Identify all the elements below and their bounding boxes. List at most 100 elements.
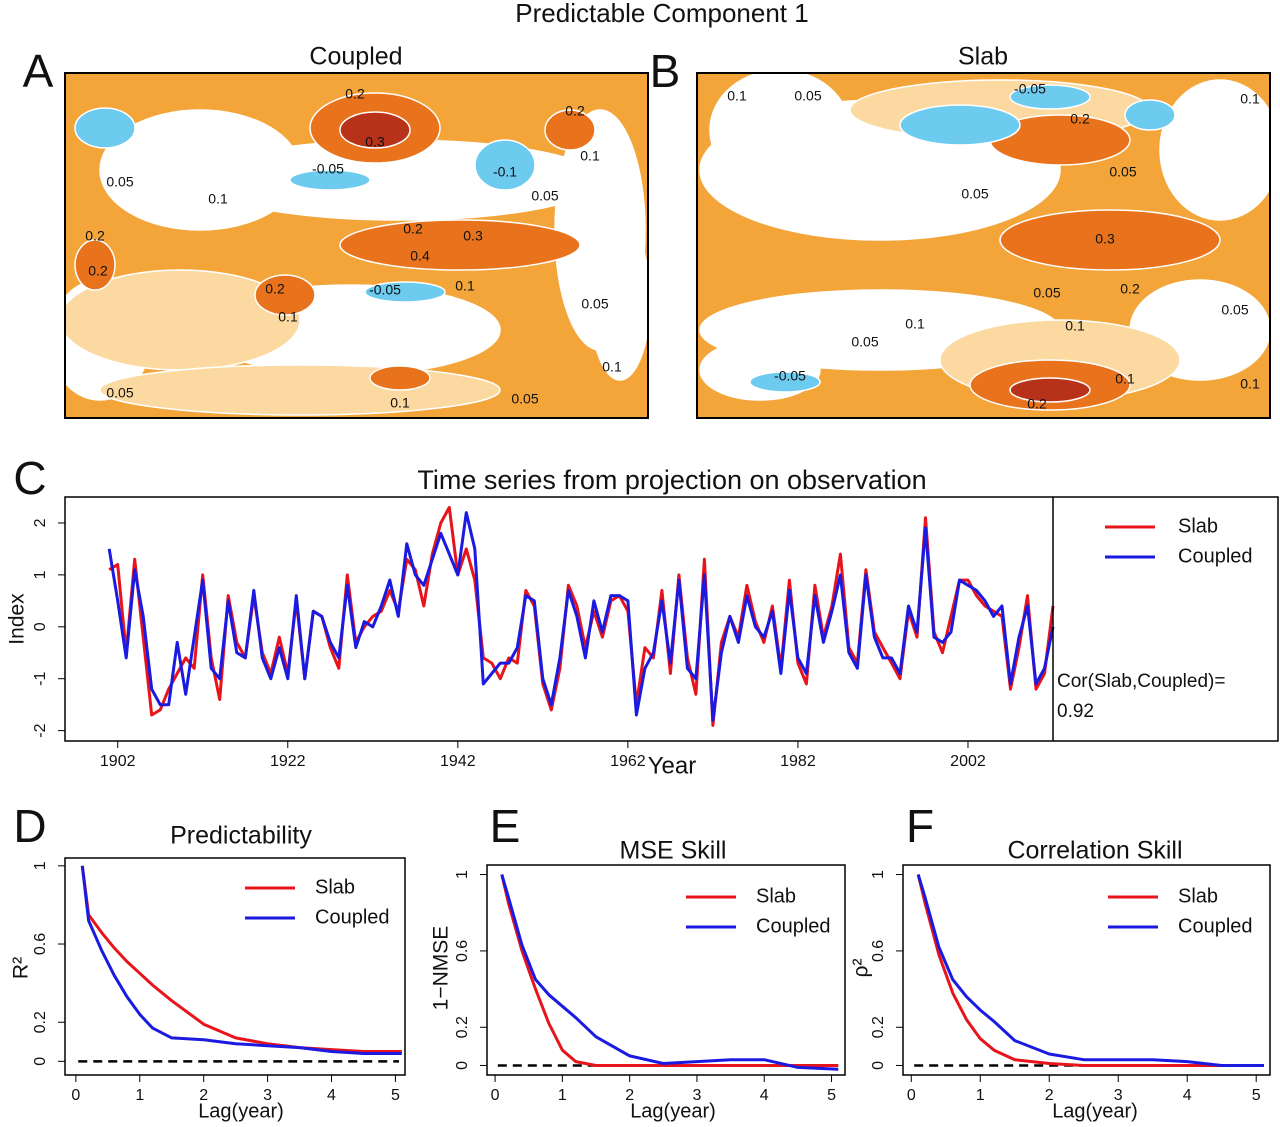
contour-label: 0.05 xyxy=(531,188,558,204)
contour-region xyxy=(709,73,851,191)
contour-region xyxy=(289,169,371,191)
x-tick-label: 0 xyxy=(907,1087,916,1104)
x-tick-label: 5 xyxy=(1252,1087,1261,1104)
plot-frame xyxy=(902,864,1271,1076)
y-tick-label: 0.6 xyxy=(454,940,471,962)
contour-region xyxy=(1159,79,1270,221)
x-tick-label: 1 xyxy=(558,1087,567,1104)
series-line xyxy=(500,874,839,1067)
contour-label: 0.1 xyxy=(727,88,747,104)
series-line xyxy=(108,505,1055,727)
contour-label: 0.1 xyxy=(580,148,600,164)
y-axis-label: 1−NMSE xyxy=(430,926,453,1011)
contour-label: 0.05 xyxy=(794,88,821,104)
panel-letter: E xyxy=(490,800,521,852)
map-title: Coupled xyxy=(309,43,402,71)
x-axis-label: Year xyxy=(648,752,697,779)
x-tick-label: 0 xyxy=(491,1087,500,1104)
y-tick-label: 0.2 xyxy=(870,1016,887,1038)
x-axis-label: Lag(year) xyxy=(1052,1100,1138,1122)
x-tick-label: 5 xyxy=(391,1087,400,1104)
contour-label: 0.2 xyxy=(1070,111,1090,127)
contour-region xyxy=(1009,377,1091,403)
contour-label: -0.05 xyxy=(774,368,806,384)
y-tick-label: 0.2 xyxy=(454,1016,471,1038)
x-tick-label: 1 xyxy=(135,1087,144,1104)
contour-label: 0.05 xyxy=(1109,164,1136,180)
figure-title: Predictable Component 1 xyxy=(515,0,808,28)
y-tick-label: 1 xyxy=(32,570,49,579)
y-axis-label: ρ² xyxy=(850,959,873,978)
y-tick-label: 0.2 xyxy=(32,1011,49,1033)
legend-label: Slab xyxy=(1178,515,1218,537)
contour-label: 0.2 xyxy=(88,263,108,279)
panel-letter: C xyxy=(13,452,46,504)
x-tick-label: 5 xyxy=(827,1087,836,1104)
contour-label: 0.1 xyxy=(390,395,410,411)
legend-label: Coupled xyxy=(756,915,831,937)
contour-label: 0.2 xyxy=(265,281,285,297)
contour-label: 0.3 xyxy=(365,134,385,150)
contour-label: 0.2 xyxy=(345,86,365,102)
plot-frame xyxy=(64,857,406,1076)
contour-label: 0.05 xyxy=(961,186,988,202)
contour-region xyxy=(339,111,411,149)
panel-letter: D xyxy=(13,800,46,852)
x-tick-label: 0 xyxy=(71,1087,80,1104)
series-line xyxy=(500,874,839,1071)
chart-title: Correlation Skill xyxy=(1007,837,1182,865)
y-tick-label: 1 xyxy=(454,870,471,879)
contour-label: 0.05 xyxy=(581,296,608,312)
contour-label: -0.05 xyxy=(369,282,401,298)
contour-region xyxy=(364,281,446,303)
contour-label: 0.05 xyxy=(106,174,133,190)
contour-label: 0.05 xyxy=(851,334,878,350)
x-tick-label: 1922 xyxy=(270,753,306,770)
contour-region xyxy=(339,219,581,271)
series-line xyxy=(107,511,1055,722)
y-tick-label: 0 xyxy=(32,622,49,631)
contour-region xyxy=(1009,84,1091,110)
legend-label: Slab xyxy=(756,885,796,907)
y-tick-label: 0.6 xyxy=(870,940,887,962)
x-tick-label: 4 xyxy=(327,1087,336,1104)
contour-label: 0.05 xyxy=(511,391,538,407)
contour-label: 0.1 xyxy=(1115,371,1135,387)
chart-title: Time series from projection on observati… xyxy=(417,465,926,495)
annotation: 0.92 xyxy=(1057,701,1094,722)
contour-region xyxy=(544,109,596,151)
contour-label: 0.3 xyxy=(463,228,483,244)
contour-region xyxy=(369,365,431,391)
x-tick-label: 3 xyxy=(263,1087,272,1104)
map-frame xyxy=(696,72,1271,419)
chart-title: MSE Skill xyxy=(620,837,727,865)
contour-region xyxy=(999,209,1221,271)
y-tick-label: 2 xyxy=(32,518,49,527)
series-line xyxy=(916,874,1264,1067)
y-axis-label: Index xyxy=(6,593,29,645)
y-tick-label: 0 xyxy=(454,1061,471,1070)
contour-region xyxy=(74,107,136,149)
contour-label: 0.1 xyxy=(455,278,475,294)
x-tick-label: 4 xyxy=(1183,1087,1192,1104)
contour-label: -0.05 xyxy=(312,161,344,177)
contour-region xyxy=(74,239,116,291)
y-tick-label: 0 xyxy=(32,1057,49,1066)
legend-label: Slab xyxy=(1178,885,1218,907)
y-tick-label: -1 xyxy=(32,671,49,685)
x-tick-label: 1 xyxy=(976,1087,985,1104)
annotation: Cor(Slab,Coupled)= xyxy=(1057,671,1225,692)
contour-label: 0.2 xyxy=(1120,281,1140,297)
contour-region xyxy=(899,104,1021,146)
contour-label: 0.4 xyxy=(410,248,430,264)
panel-letter: F xyxy=(906,800,934,852)
map-field: 0.1 0.05 -0.05 0.1 0.2 0.05 0.05 0.3 0.05 0.2 0.05… xyxy=(697,73,1270,418)
series-line xyxy=(80,865,402,1055)
contour-label: 0.05 xyxy=(1033,285,1060,301)
contour-label: 0.1 xyxy=(208,191,228,207)
y-axis-label: R² xyxy=(10,957,33,979)
contour-label: 0.1 xyxy=(1240,376,1260,392)
x-tick-label: 3 xyxy=(693,1087,702,1104)
